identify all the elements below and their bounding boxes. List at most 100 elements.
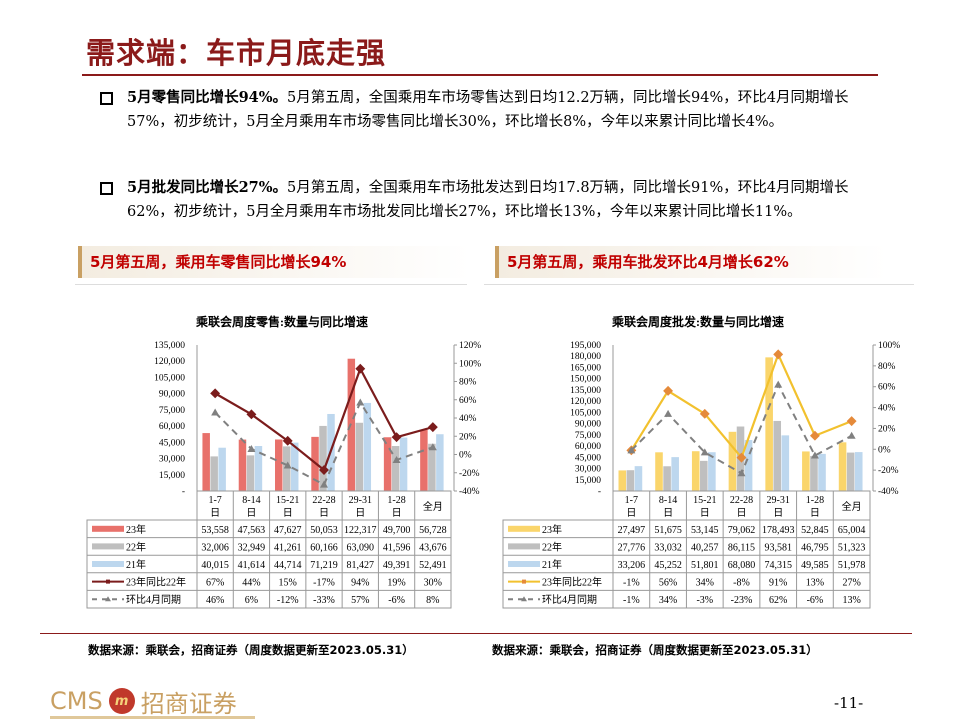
marker-23年同比22年: [319, 465, 329, 475]
logo-cms: CMS: [50, 687, 103, 715]
bullet-lead: 5月零售同比增长94%。: [127, 89, 288, 106]
table-cell: -1%: [623, 595, 640, 606]
bar-21年: [818, 453, 826, 491]
y2-tick-label: 0%: [878, 445, 891, 455]
checkbox-bullet-icon: [100, 182, 113, 195]
bar-21年: [436, 434, 444, 491]
table-cell: 67%: [206, 578, 224, 589]
y2-tick-label: -20%: [878, 466, 899, 476]
bar-22年: [810, 455, 818, 491]
y-tick-label: 45,000: [575, 453, 601, 463]
marker-23年同比22年: [846, 416, 857, 427]
table-cell: 19%: [387, 578, 405, 589]
table-cell: 45,252: [654, 560, 682, 571]
bar-21年: [363, 402, 372, 491]
y-tick-label: -: [182, 487, 185, 497]
y-tick-label: 165,000: [570, 363, 601, 373]
bar-21年: [744, 440, 753, 491]
legend-label: 23年同比22年: [126, 576, 186, 589]
category-label-suffix: 日: [392, 508, 402, 519]
legend-marker: [521, 596, 527, 602]
table-cell: 178,493: [762, 525, 795, 536]
category-label: 1-28: [806, 495, 824, 506]
marker-23年同比22年: [210, 388, 221, 399]
marker-环比4月同期: [320, 480, 328, 488]
bar-22年: [355, 422, 364, 491]
y-tick-label: 105,000: [154, 373, 185, 383]
bar-22年: [428, 443, 436, 491]
table-cell: -33%: [313, 595, 335, 606]
footer-divider: [40, 633, 912, 634]
category-label-suffix: 日: [246, 508, 256, 519]
logo-underline: [50, 716, 255, 719]
table-cell: 40,015: [201, 560, 229, 571]
cms-logo: CMS m 招商证券: [50, 686, 237, 718]
legend-swatch: [92, 561, 124, 567]
y-tick-label: 15,000: [575, 476, 601, 486]
y2-tick-label: 20%: [459, 432, 477, 442]
table-cell: 71,219: [310, 560, 338, 571]
table-body-border: [86, 519, 452, 609]
marker-环比4月同期: [700, 448, 709, 456]
category-label: 8-14: [659, 495, 677, 506]
bar-23年: [838, 442, 847, 491]
bar-23年: [420, 429, 428, 491]
callout-wholesale: 5月第五周，乘用车批发环比4月增长62%: [495, 246, 887, 278]
bar-23年: [275, 439, 283, 491]
table-cell: 15%: [279, 578, 297, 589]
legend-label: 22年: [126, 540, 146, 553]
marker-23年同比22年: [809, 430, 820, 441]
bullet-retail: 5月零售同比增长94%。5月第五周，全国乘用车市场零售达到日均12.2万辆，同比…: [100, 86, 890, 134]
bar-21年: [634, 466, 643, 491]
legend-swatch: [508, 543, 540, 550]
y-tick-label: 180,000: [570, 352, 601, 362]
bar-21年: [854, 452, 863, 491]
table-cell: -17%: [313, 578, 335, 589]
bar-22年: [663, 466, 671, 491]
bar-21年: [254, 445, 263, 491]
bar-21年: [399, 437, 408, 491]
chart-panel-retail: [75, 284, 467, 613]
table-cell: 51,323: [838, 542, 866, 553]
bar-23年: [238, 439, 247, 491]
legend-swatch: [92, 525, 124, 532]
marker-环比4月同期: [810, 451, 819, 459]
marker-23年同比22年: [355, 363, 366, 374]
table-cell: 49,700: [383, 525, 411, 536]
table-cell: 40,257: [691, 542, 719, 553]
y2-tick-label: 100%: [459, 359, 481, 369]
category-label: 1-7: [625, 495, 638, 506]
table-cell: 41,614: [238, 560, 266, 571]
y2-tick-label: 80%: [459, 378, 477, 388]
table-cell: 57%: [351, 595, 369, 606]
legend-marker: [106, 579, 110, 584]
table-cell: 8%: [426, 595, 439, 606]
table-cell: 51,675: [654, 525, 682, 536]
legend-marker: [522, 579, 526, 584]
chart-title: 乘联会周度零售:数量与同比增速: [195, 314, 368, 329]
y-tick-label: 75,000: [575, 431, 601, 441]
y2-tick-label: 60%: [878, 383, 896, 393]
bar-23年: [728, 431, 737, 491]
marker-23年同比22年: [282, 435, 293, 446]
category-label: 1-7: [208, 495, 221, 506]
table-cell: 32,006: [201, 542, 229, 553]
category-label-suffix: 日: [810, 508, 820, 519]
y-tick-label: 60,000: [159, 422, 185, 432]
y-tick-label: 135,000: [154, 341, 185, 351]
y2-tick-label: 120%: [459, 341, 481, 351]
category-label-suffix: 日: [319, 508, 329, 519]
table-cell: 49,391: [383, 560, 411, 571]
marker-环比4月同期: [664, 409, 673, 417]
y-tick-label: 135,000: [570, 386, 601, 396]
legend-label: 环比4月同期: [126, 594, 181, 606]
marker-环比4月同期: [627, 446, 636, 454]
bar-21年: [708, 452, 716, 491]
marker-环比4月同期: [737, 469, 746, 477]
table-cell: 56,728: [419, 525, 447, 536]
y-tick-label: 150,000: [570, 375, 601, 385]
table-cell: 56%: [659, 578, 677, 589]
y2-tick-label: -20%: [459, 469, 480, 479]
y2-tick-label: 40%: [459, 414, 477, 424]
y-tick-label: 120,000: [154, 357, 185, 367]
